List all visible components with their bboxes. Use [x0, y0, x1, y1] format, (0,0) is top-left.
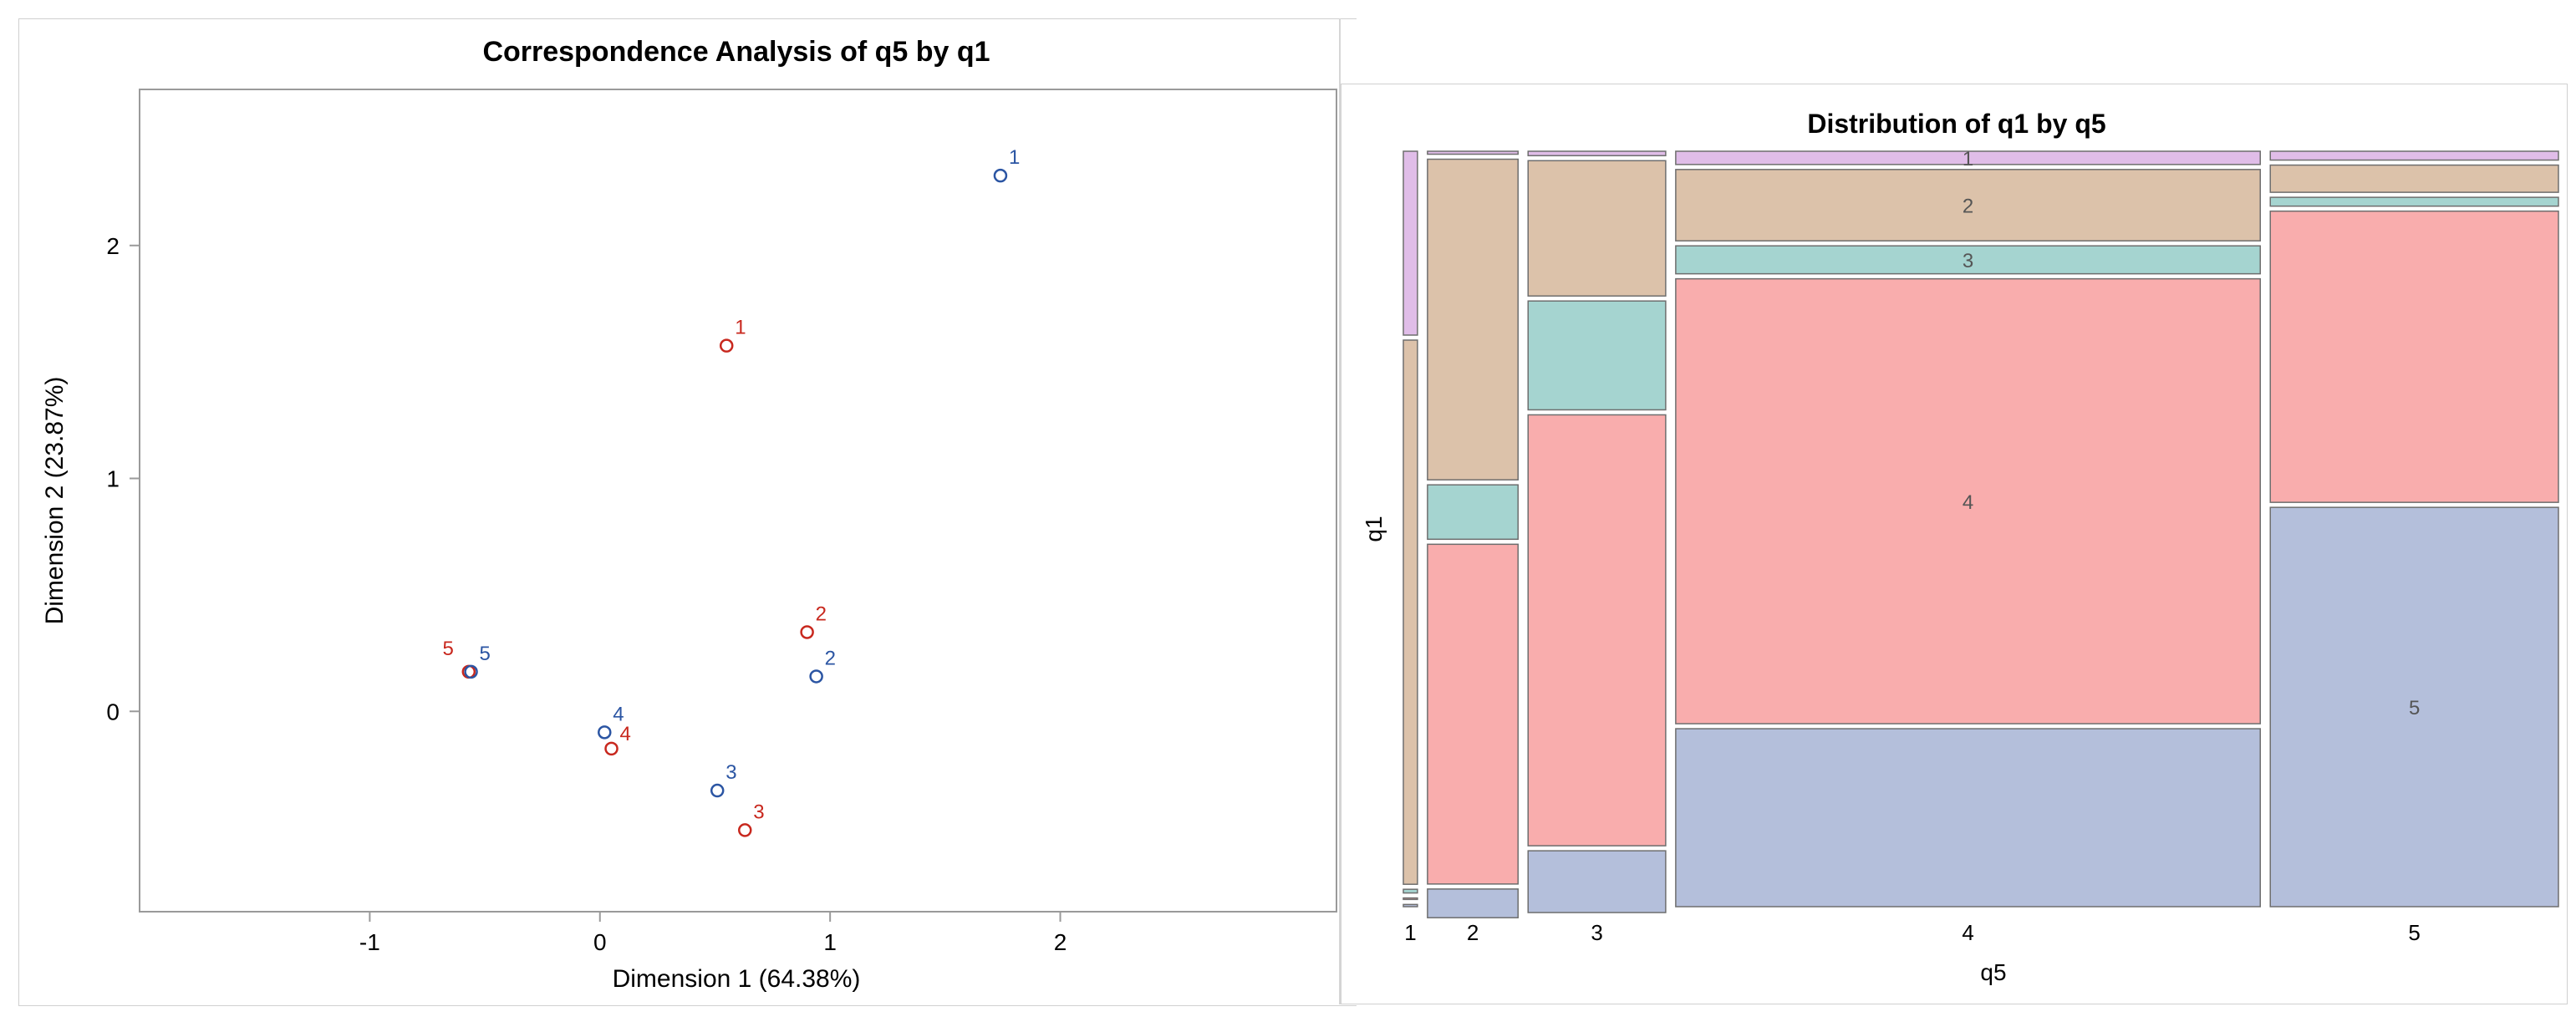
mosaic-cell-q5-2-q1-4 [1427, 543, 1519, 885]
mosaic-cell-q5-4-q1-1 [1675, 150, 2261, 165]
mosaic-cell-q5-5-q1-5 [2269, 506, 2559, 908]
mosaic-x-tick-label: 4 [1962, 920, 1973, 945]
ca-x-axis: -1 0 1 2 [359, 912, 1067, 955]
ca-point-label-q1-2: 2 [816, 602, 827, 625]
ca-point-label-q5-3: 3 [725, 761, 736, 784]
mosaic-cell-q5-2-q1-5 [1427, 888, 1519, 918]
ca-point-label-q1-1: 1 [735, 317, 746, 339]
ca-y-tick-label: 2 [106, 233, 120, 259]
mosaic-cell-q5-2-q1-3 [1427, 484, 1519, 541]
ca-point-q1-2 [800, 625, 814, 639]
mosaic-cell-q5-1-q1-1 [1403, 150, 1418, 336]
mosaic-x-tick-label: 5 [2408, 920, 2420, 945]
mosaic-cell-q5-1-q1-2 [1403, 339, 1418, 885]
mosaic-x-tick-label: 3 [1591, 920, 1602, 945]
mosaic-cell-q5-3-q1-1 [1527, 150, 1667, 157]
ca-point-q1-1 [719, 338, 734, 353]
mosaic-cell-q5-3-q1-3 [1527, 300, 1667, 411]
ca-point-q5-2 [809, 669, 823, 684]
ca-plot-frame [139, 89, 1337, 913]
ca-x-tick-label: 1 [823, 929, 837, 955]
mosaic-cell-q5-5-q1-3 [2269, 196, 2559, 207]
ca-y-tick-label: 1 [106, 466, 120, 492]
mosaic-cell-q5-5-q1-2 [2269, 164, 2559, 193]
mosaic-y-axis-label: q1 [1361, 516, 1387, 541]
ca-y-axis-label: Dimension 2 (23.87%) [41, 377, 69, 625]
ca-y-tick-label: 0 [106, 699, 120, 724]
ca-x-tick-label: 0 [593, 929, 607, 955]
ca-y-axis: 0 1 2 [106, 233, 140, 724]
ca-x-axis-label: Dimension 1 (64.38%) [613, 965, 861, 993]
mosaic-x-tick-label: 1 [1404, 920, 1416, 945]
ca-point-label-q5-2: 2 [825, 647, 836, 669]
mosaic-cell-q5-4-q1-3 [1675, 245, 2261, 275]
mosaic-cell-label-q5-4-q1-4: 4 [1963, 491, 1973, 514]
correspondence-analysis-panel: Correspondence Analysis of q5 by q1 -1 0 1… [18, 18, 1357, 1006]
mosaic-cell-q5-4-q1-5 [1675, 728, 2261, 908]
ca-point-label-q5-1: 1 [1009, 146, 1020, 169]
mosaic-cell-q5-2-q1-2 [1427, 158, 1519, 480]
mosaic-cell-q5-4-q1-2 [1675, 169, 2261, 241]
ca-point-q1-3 [738, 823, 752, 837]
mosaic-cell-q5-2-q1-1 [1427, 150, 1519, 155]
mosaic-cell-q5-5-q1-1 [2269, 150, 2559, 161]
mosaic-cell-q5-3-q1-4 [1527, 414, 1667, 847]
mosaic-cell-label-q5-4-q1-2: 2 [1963, 196, 1973, 218]
mosaic-x-axis: 1 2 3 4 5 [1404, 920, 2421, 945]
ca-point-label-q1-5: 5 [442, 638, 453, 660]
ca-x-tick-label: 2 [1054, 929, 1067, 955]
mosaic-cell-label-q5-5-q1-5: 5 [2409, 697, 2420, 719]
mosaic-cells-layer: 1 2 3 4 5 [1403, 148, 2559, 918]
mosaic-x-axis-label: q5 [1980, 959, 2006, 985]
mosaic-cell-q5-1-q1-3 [1403, 888, 1418, 894]
ca-point-label-q5-5: 5 [480, 643, 491, 665]
mosaic-cell-label-q5-4-q1-3: 3 [1963, 250, 1973, 272]
mosaic-cell-q5-5-q1-4 [2269, 210, 2559, 503]
panel-separator [1339, 18, 1341, 1004]
ca-point-q5-5 [464, 664, 478, 679]
ca-x-tick-label: -1 [359, 929, 380, 955]
ca-point-q5-3 [710, 783, 725, 798]
mosaic-cell-q5-3-q1-5 [1527, 850, 1667, 913]
ca-point-label-q1-4: 4 [620, 723, 631, 745]
mosaic-cell-q5-1-q1-5 [1403, 903, 1418, 908]
ca-point-q1-4 [604, 741, 619, 756]
ca-point-label-q5-4: 4 [613, 703, 624, 725]
mosaic-title: Distribution of q1 by q5 [1807, 109, 2105, 139]
ca-plot-svg: Correspondence Analysis of q5 by q1 -1 0 1… [41, 36, 1337, 993]
ca-points-layer: 1 2 3 4 5 1 2 3 4 5 [442, 146, 1020, 837]
mosaic-cell-q5-1-q1-4 [1403, 897, 1418, 901]
ca-point-q5-1 [993, 168, 1008, 183]
ca-point-q5-4 [598, 725, 612, 740]
mosaic-cell-label-q5-4-q1-1: 1 [1963, 148, 1973, 170]
ca-title: Correspondence Analysis of q5 by q1 [482, 36, 990, 68]
mosaic-x-tick-label: 2 [1467, 920, 1479, 945]
mosaic-cell-q5-3-q1-2 [1527, 160, 1667, 297]
mosaic-cell-q5-4-q1-4 [1675, 277, 2261, 724]
ca-point-label-q1-3: 3 [753, 801, 764, 823]
